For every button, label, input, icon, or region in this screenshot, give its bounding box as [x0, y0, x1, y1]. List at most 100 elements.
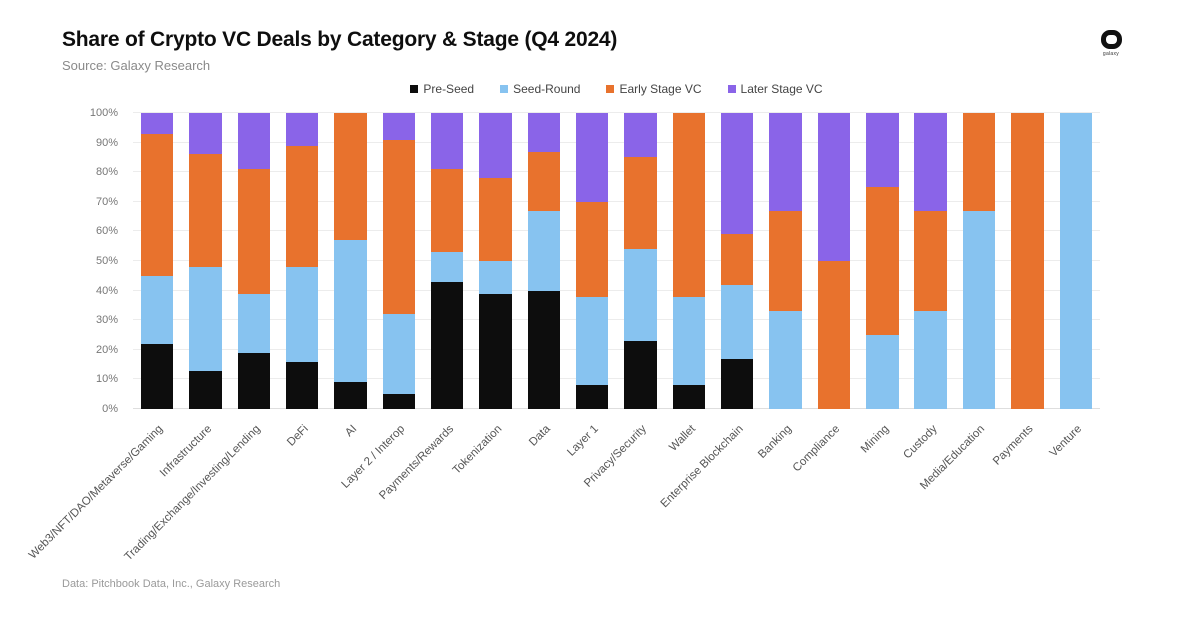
stacked-bar: [375, 113, 423, 409]
bar-segment: [624, 249, 657, 341]
stacked-bar: [761, 113, 809, 409]
gridline: [133, 289, 1100, 291]
galaxy-logo-word: galaxy: [1102, 51, 1120, 57]
bar-segment: [576, 201, 609, 297]
bar-segment: [237, 352, 271, 409]
bar-segment: [721, 234, 754, 285]
bar-segment: [286, 145, 319, 267]
gridline: [133, 112, 1100, 113]
bar-segment: [672, 296, 706, 386]
x-tick-label: Tokenization: [450, 423, 505, 477]
x-tick-label: Layer 1: [565, 423, 601, 459]
bar-segment: [962, 113, 996, 211]
bar-segment: [140, 133, 174, 276]
bar-segment: [140, 113, 174, 134]
x-tick-label: Wallet: [666, 423, 698, 454]
stacked-bar: [423, 113, 471, 409]
stacked-bar: [181, 113, 229, 409]
stacked-bar: [133, 113, 181, 409]
bar-segment: [769, 311, 802, 409]
y-tick-label: 0%: [102, 403, 118, 415]
bar-segment: [237, 169, 271, 294]
stacked-bar: [858, 113, 906, 409]
bar-segment: [527, 210, 561, 291]
bar-segment: [237, 293, 271, 353]
y-tick-label: 50%: [95, 255, 118, 267]
stacked-bar: [1003, 113, 1051, 409]
legend-swatch: [500, 85, 509, 93]
chart-legend: Pre-Seed Seed-Round Early Stage VC Later St…: [133, 82, 1100, 96]
bar-segment: [914, 113, 947, 211]
x-tick-label: Custody: [900, 423, 940, 462]
legend-swatch: [727, 85, 736, 93]
bar-segment: [769, 210, 802, 312]
bar-segment: [286, 113, 319, 146]
bar-segment: [769, 113, 802, 211]
bar-segment: [189, 370, 222, 409]
galaxy-logo-icon: [1100, 30, 1122, 49]
gridline: [133, 260, 1100, 261]
bar-segment: [721, 284, 754, 359]
bar-segment: [576, 296, 609, 386]
bar-segment: [479, 113, 512, 179]
y-tick-label: 20%: [95, 343, 118, 356]
bar-segment: [866, 187, 899, 335]
bar-segment: [334, 113, 367, 241]
bar-segment: [382, 394, 416, 409]
page-title: Share of Crypto VC Deals by Category & S…: [62, 28, 618, 51]
gridline: [133, 348, 1100, 350]
legend-swatch: [606, 85, 615, 93]
legend-swatch: [410, 85, 419, 93]
stacked-bar: [907, 113, 955, 409]
bar-segment: [527, 113, 561, 152]
galaxy-logo: galaxy: [1093, 30, 1129, 57]
x-tick-label: Venture: [1047, 423, 1085, 460]
bar-segment: [527, 290, 561, 409]
stacked-bar: [278, 113, 326, 409]
stacked-bar: [520, 113, 568, 409]
bar-segment: [382, 113, 416, 140]
bar-segment: [624, 340, 657, 409]
gridline: [133, 378, 1100, 380]
bar-segment: [140, 275, 174, 344]
x-tick-label: Compliance: [791, 423, 843, 475]
stacked-bar: [230, 113, 278, 409]
x-tick-label: Data: [526, 423, 553, 449]
source-caption: Source: Galaxy Research: [62, 58, 211, 73]
y-tick-label: 90%: [95, 136, 118, 149]
stacked-bar: [955, 113, 1003, 409]
y-tick-label: 40%: [95, 284, 118, 297]
bar-segment: [1011, 113, 1044, 409]
stacked-bar: [568, 113, 616, 409]
legend-label: Early Stage VC: [619, 82, 702, 96]
x-tick-label: DeFi: [285, 423, 311, 449]
y-tick-label: 100%: [89, 107, 118, 119]
bar-segment: [382, 139, 416, 315]
gridline: [133, 141, 1100, 143]
bars: [133, 113, 1100, 409]
stacked-bar: [1052, 113, 1100, 409]
bar-segment: [914, 210, 947, 312]
x-axis: Web3/NFT/DAO/Metaverse/Gaming Infrastruct…: [27, 409, 1100, 584]
x-tick-label: Payments: [991, 423, 1036, 468]
gridline: [133, 319, 1100, 321]
legend-item: Early Stage VC: [606, 82, 702, 96]
bar-segment: [431, 252, 464, 282]
y-tick-label: 10%: [95, 373, 118, 386]
legend-item: Later Stage VC: [727, 82, 823, 96]
x-tick-label: Mining: [858, 423, 891, 456]
stacked-bar: [713, 113, 761, 409]
bar-segment: [962, 210, 996, 409]
legend-item: Pre-Seed: [410, 82, 474, 96]
gridline: [133, 200, 1100, 202]
legend-label: Later Stage VC: [740, 82, 823, 96]
bar-segment: [286, 361, 319, 409]
x-tick-label: AI: [342, 423, 360, 440]
bar-segment: [140, 343, 174, 409]
bar-segment: [866, 335, 899, 409]
bar-segment: [721, 358, 754, 409]
bar-segment: [334, 382, 367, 409]
gridline: [133, 230, 1100, 232]
bar-segment: [914, 311, 947, 409]
bar-segment: [479, 293, 512, 409]
